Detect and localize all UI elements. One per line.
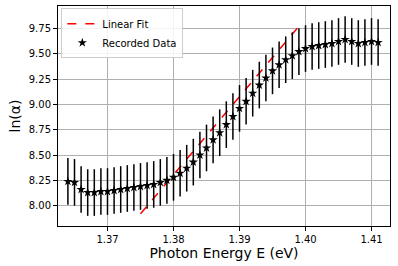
- svg-text:1.39: 1.39: [228, 234, 250, 245]
- svg-text:Recorded Data: Recorded Data: [102, 38, 176, 49]
- svg-text:8.00: 8.00: [29, 200, 51, 211]
- svg-text:1.41: 1.41: [360, 234, 382, 245]
- svg-text:9.75: 9.75: [29, 23, 51, 34]
- svg-text:9.25: 9.25: [29, 74, 51, 85]
- svg-text:9.00: 9.00: [29, 99, 51, 110]
- svg-text:9.50: 9.50: [29, 48, 51, 59]
- svg-text:1.37: 1.37: [96, 234, 118, 245]
- svg-text:8.25: 8.25: [29, 175, 51, 186]
- svg-text:ln(α): ln(α): [7, 100, 23, 133]
- svg-text:1.38: 1.38: [162, 234, 184, 245]
- svg-text:8.50: 8.50: [29, 150, 51, 161]
- svg-text:1.40: 1.40: [294, 234, 316, 245]
- svg-text:8.75: 8.75: [29, 124, 51, 135]
- svg-text:Linear Fit: Linear Fit: [102, 19, 148, 30]
- svg-text:Photon Energy E (eV): Photon Energy E (eV): [149, 245, 298, 261]
